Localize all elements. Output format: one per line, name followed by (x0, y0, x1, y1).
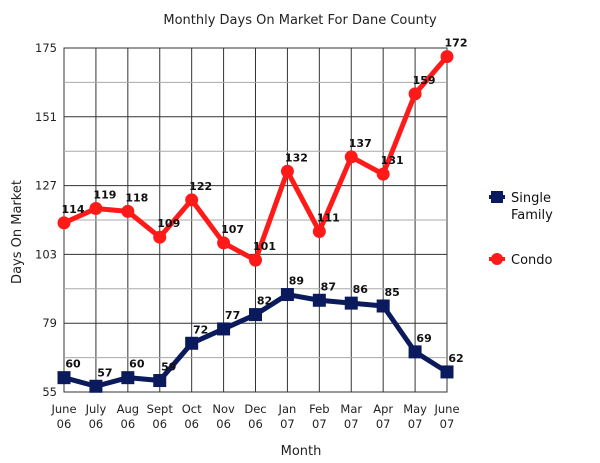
x-tick-label: Apr 07 (373, 402, 393, 431)
data-point (153, 374, 167, 388)
data-point (249, 308, 262, 322)
data-point (121, 371, 135, 385)
x-axis-label: Month (281, 444, 322, 459)
data-label: 89 (289, 275, 304, 288)
y-tick-label: 127 (35, 179, 57, 193)
data-point (89, 379, 103, 393)
data-point (185, 336, 199, 350)
data-point (344, 296, 358, 310)
data-labels: 60 57 60 59 72 77 82 89 87 86 85 69 62 114 119 118 109 12… (62, 37, 468, 380)
data-label: 101 (253, 240, 276, 253)
x-tick-label: June 07 (433, 402, 459, 431)
data-point (440, 50, 454, 64)
x-tick-label: May 07 (403, 402, 427, 431)
y-axis-ticks: 55 79 103 127 151 175 (35, 41, 57, 399)
data-label: 109 (157, 217, 180, 230)
data-point (376, 167, 390, 181)
data-label: 69 (416, 332, 431, 345)
data-point (121, 204, 135, 218)
x-axis-ticks: June 06 July 06 Aug 06 Sept 06 Oct 06 Nov 06 Dec 06 Ja… (50, 402, 459, 431)
data-label: 72 (193, 323, 208, 336)
data-point (217, 236, 231, 250)
legend-marker (491, 191, 503, 203)
data-label: 111 (317, 211, 340, 224)
data-label: 57 (97, 366, 112, 379)
data-point (89, 202, 103, 216)
x-tick-label: July 06 (85, 402, 107, 431)
y-tick-label: 79 (42, 316, 57, 330)
data-label: 85 (385, 286, 400, 299)
data-label: 59 (161, 361, 176, 374)
data-point (344, 150, 358, 164)
x-tick-label: Nov 06 (212, 402, 235, 431)
y-tick-label: 55 (42, 385, 57, 399)
data-point (57, 216, 71, 230)
data-point (185, 193, 199, 207)
data-point (408, 87, 422, 101)
data-label: 77 (225, 309, 240, 322)
chart-title: Monthly Days On Market For Dane County (163, 13, 437, 28)
data-point (57, 371, 71, 385)
grid (63, 47, 448, 393)
data-label: 107 (221, 223, 244, 236)
data-label: 60 (65, 358, 81, 371)
series-layer (57, 50, 454, 393)
x-tick-label: Mar 07 (340, 402, 362, 431)
data-point (280, 164, 294, 178)
x-tick-label: June 06 (50, 402, 76, 431)
data-point (440, 365, 454, 379)
data-label: 114 (62, 203, 85, 216)
y-tick-label: 103 (35, 247, 57, 261)
x-tick-label: Oct 06 (182, 402, 202, 431)
data-label: 132 (285, 151, 308, 164)
data-label: 159 (413, 74, 436, 87)
data-label: 87 (321, 280, 336, 293)
data-label: 60 (129, 358, 145, 371)
data-label: 86 (353, 283, 369, 296)
x-tick-label: Dec 06 (244, 402, 266, 431)
data-point (153, 230, 167, 244)
data-point (408, 345, 422, 359)
data-label: 122 (189, 180, 212, 193)
data-point (217, 322, 231, 336)
data-label: 172 (445, 37, 468, 50)
data-label: 62 (448, 352, 463, 365)
data-label: 137 (349, 137, 372, 150)
legend-label: Condo (511, 253, 553, 268)
data-point (280, 288, 294, 302)
data-point (312, 224, 326, 238)
y-tick-label: 151 (35, 110, 57, 124)
data-label: 118 (125, 191, 148, 204)
data-label: 131 (381, 154, 404, 167)
x-tick-label: Sept 06 (147, 402, 174, 431)
data-label: 82 (257, 295, 272, 308)
data-point (376, 299, 390, 313)
data-point (249, 253, 262, 267)
legend-marker (491, 253, 503, 265)
legend: Single Family Condo (489, 191, 553, 268)
legend-label: Single Family (511, 191, 553, 223)
data-point (312, 293, 326, 307)
x-tick-label: Aug 06 (117, 402, 139, 431)
y-axis-label: Days On Market (10, 180, 25, 284)
y-tick-label: 175 (35, 41, 57, 55)
data-label: 119 (93, 189, 116, 202)
x-tick-label: Feb 07 (309, 402, 329, 431)
x-tick-label: Jan 07 (278, 402, 297, 431)
